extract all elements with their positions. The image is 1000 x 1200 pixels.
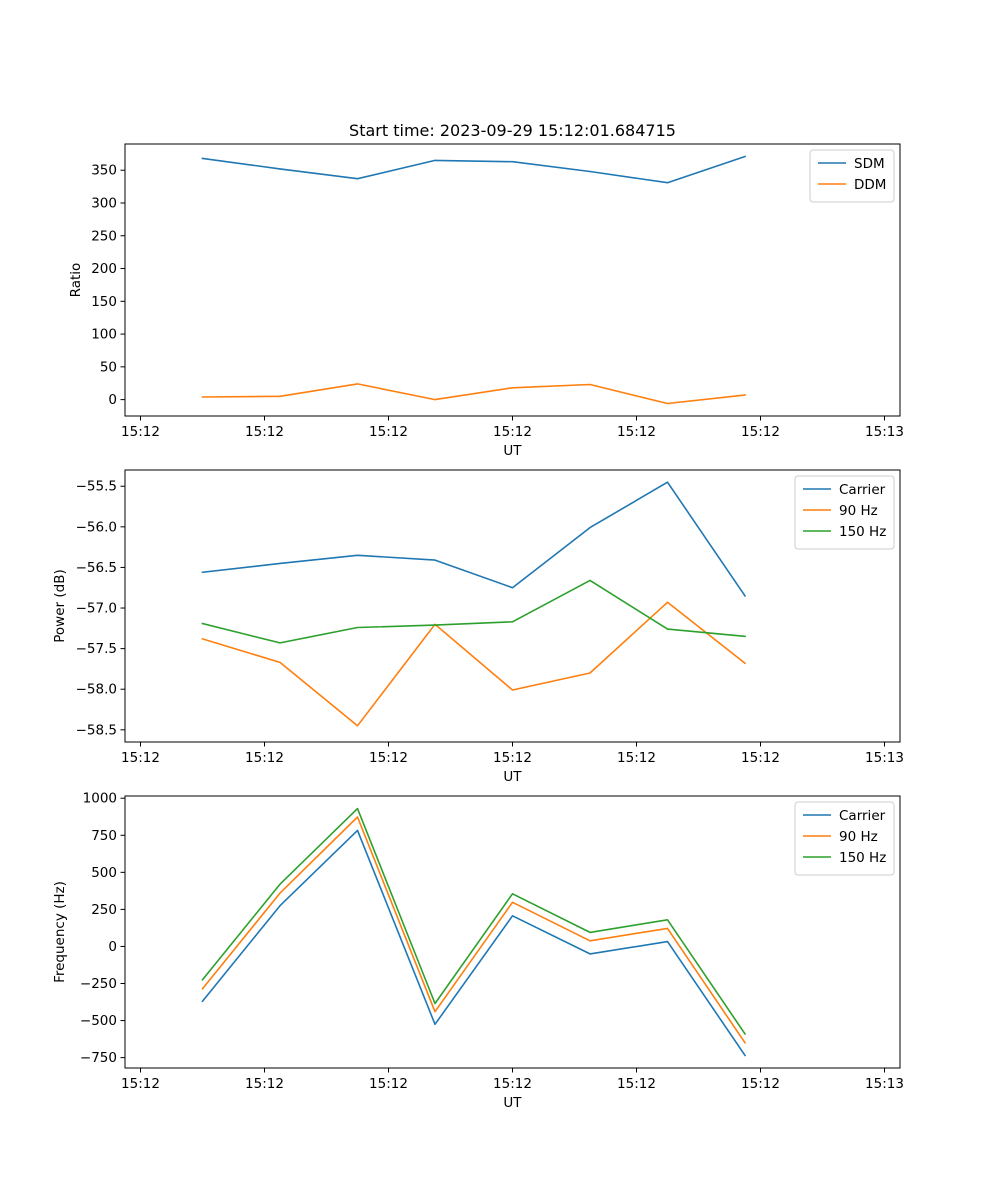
figure-title: Start time: 2023-09-29 15:12:01.684715 <box>349 121 676 140</box>
ratio-x-tick-label: 15:12 <box>369 424 408 440</box>
frequency-y-tick-label: 1000 <box>83 791 117 807</box>
power-x-tick-label: 15:12 <box>741 750 780 766</box>
frequency-y-tick-label: −750 <box>80 1050 117 1066</box>
frequency-y-tick-label: 0 <box>108 939 117 955</box>
frequency-series-line-90-hz <box>201 816 747 1044</box>
frequency-y-tick-label: 500 <box>91 865 117 881</box>
frequency-x-tick-label: 15:13 <box>865 1076 904 1092</box>
ratio-panel: 15:12 15:12 15:12 15:12 15:12 15:12 15:13 0 50 10… <box>68 143 904 459</box>
power-y-tick-label: −57.5 <box>76 641 117 657</box>
ratio-legend-label: DDM <box>854 177 886 193</box>
power-legend-label: 90 Hz <box>839 503 878 519</box>
power-x-tick-label: 15:12 <box>369 750 408 766</box>
frequency-y-tick-label: −250 <box>80 976 117 992</box>
power-y-tick-label: −57.0 <box>76 601 117 617</box>
power-y-tick-label: −56.5 <box>76 560 117 576</box>
frequency-y-tick-label: 250 <box>91 902 117 918</box>
power-y-tick-label: −56.0 <box>76 519 117 535</box>
power-x-tick-label: 15:12 <box>617 750 656 766</box>
frequency-panel: 15:12 15:12 15:12 15:12 15:12 15:12 15:13 −750 −… <box>52 791 904 1111</box>
frequency-y-axis-label: Frequency (Hz) <box>52 881 68 983</box>
ratio-y-tick-label: 0 <box>108 392 117 408</box>
ratio-x-tick-label: 15:12 <box>121 424 160 440</box>
ratio-y-tick-label: 250 <box>91 228 117 244</box>
power-y-axis-label: Power (dB) <box>52 569 68 642</box>
frequency-x-tick-label: 15:12 <box>493 1076 532 1092</box>
ratio-x-tick-label: 15:12 <box>617 424 656 440</box>
power-legend-label: 150 Hz <box>839 524 886 540</box>
frequency-x-axis-label: UT <box>503 1095 522 1111</box>
power-series-line-carrier <box>201 481 747 598</box>
ratio-x-tick-label: 15:12 <box>245 424 284 440</box>
frequency-legend-label: 90 Hz <box>839 829 878 845</box>
frequency-x-tick-label: 15:12 <box>617 1076 656 1092</box>
ratio-y-tick-label: 300 <box>91 195 117 211</box>
power-panel: 15:12 15:12 15:12 15:12 15:12 15:12 15:13 −58.5… <box>52 469 904 785</box>
power-y-tick-label: −55.5 <box>76 479 117 495</box>
power-x-tick-label: 15:13 <box>865 750 904 766</box>
frequency-legend-label: Carrier <box>839 808 886 824</box>
power-y-tick-label: −58.5 <box>76 722 117 738</box>
frequency-series-line-150-hz <box>201 807 747 1036</box>
ratio-y-tick-label: 350 <box>91 163 117 179</box>
frequency-x-tick-label: 15:12 <box>369 1076 408 1092</box>
power-x-tick-label: 15:12 <box>493 750 532 766</box>
ratio-series-line-sdm <box>201 155 747 184</box>
power-axes-frame <box>124 469 901 743</box>
power-series-line-90-hz <box>201 601 747 727</box>
ratio-x-tick-label: 15:12 <box>493 424 532 440</box>
frequency-x-tick-label: 15:12 <box>741 1076 780 1092</box>
ratio-y-tick-label: 50 <box>100 359 117 375</box>
power-y-tick-label: −58.0 <box>76 682 117 698</box>
ratio-y-tick-label: 150 <box>91 294 117 310</box>
power-x-axis-label: UT <box>503 769 522 785</box>
frequency-y-tick-label: 750 <box>91 828 117 844</box>
ratio-series-line-ddm <box>201 383 746 405</box>
frequency-x-tick-label: 15:12 <box>121 1076 160 1092</box>
power-legend-label: Carrier <box>839 482 886 498</box>
frequency-legend-label: 150 Hz <box>839 850 886 866</box>
ratio-y-tick-label: 100 <box>91 327 117 343</box>
power-x-tick-label: 15:12 <box>245 750 284 766</box>
ratio-y-axis-label: Ratio <box>68 263 84 298</box>
ratio-axes-frame <box>124 143 901 417</box>
ratio-y-tick-label: 200 <box>91 261 117 277</box>
frequency-series-line-carrier <box>201 829 747 1057</box>
ratio-legend-label: SDM <box>854 156 885 172</box>
ratio-x-tick-label: 15:13 <box>865 424 904 440</box>
power-series-line-150-hz <box>201 579 746 644</box>
frequency-y-tick-label: −500 <box>80 1013 117 1029</box>
ratio-x-tick-label: 15:12 <box>741 424 780 440</box>
frequency-x-tick-label: 15:12 <box>245 1076 284 1092</box>
ratio-x-axis-label: UT <box>503 443 522 459</box>
power-x-tick-label: 15:12 <box>121 750 160 766</box>
